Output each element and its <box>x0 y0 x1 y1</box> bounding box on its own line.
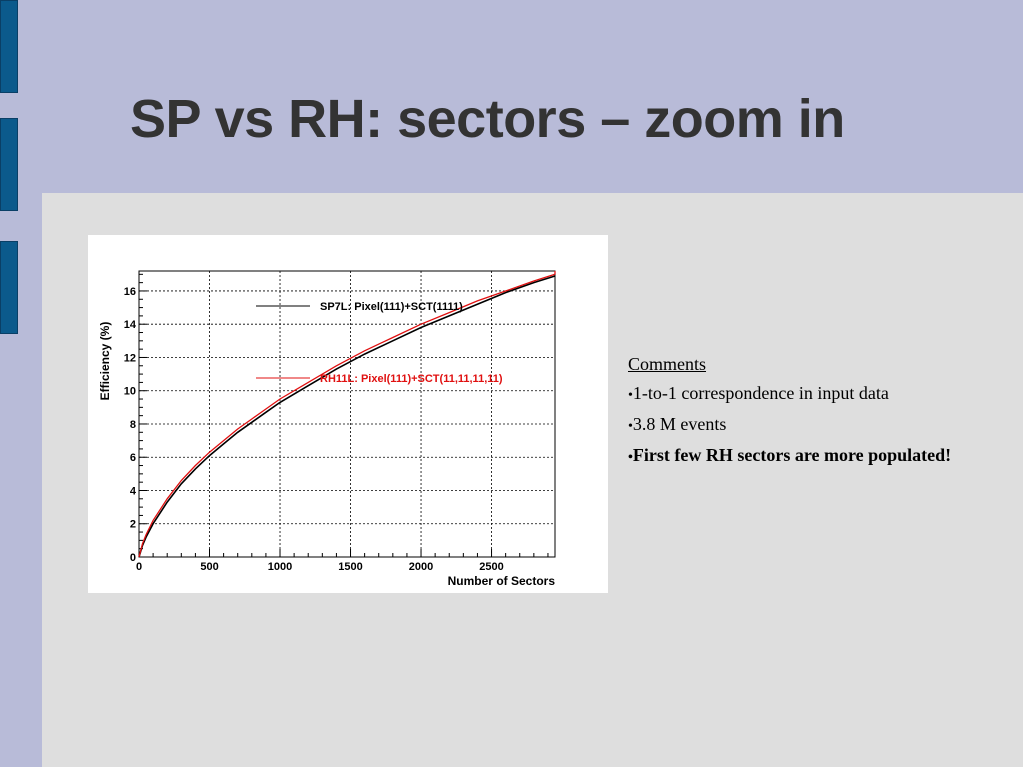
comment-item: 3.8 M events <box>628 410 968 441</box>
axis-ticks: 0 500 1000 1500 2000 2500 0 2 4 6 8 10 12 14 16 <box>124 273 549 573</box>
comment-text: 1-to-1 correspondence in input data <box>632 383 889 403</box>
x-tick-label: 2500 <box>479 561 503 573</box>
plot-frame <box>138 270 556 558</box>
y-tick-label: 14 <box>124 319 137 331</box>
x-tick-label: 0 <box>136 561 142 573</box>
y-tick-label: 2 <box>130 519 136 531</box>
comment-text: First few RH sectors are more populated! <box>632 445 952 465</box>
comments-box: Comments 1-to-1 correspondence in input … <box>628 350 968 472</box>
y-tick-label: 6 <box>130 452 136 464</box>
y-tick-label: 0 <box>130 552 136 564</box>
comment-item: First few RH sectors are more populated! <box>628 441 968 472</box>
series-line-sp <box>138 275 556 558</box>
accent-bar <box>0 241 18 334</box>
x-tick-label: 2000 <box>409 561 433 573</box>
chart: 0 500 1000 1500 2000 2500 0 2 4 6 8 10 12 14 16 SP7L: … <box>88 235 608 593</box>
x-tick-label: 1000 <box>268 561 292 573</box>
y-tick-label: 12 <box>124 352 136 364</box>
accent-bar <box>0 0 18 93</box>
chart-svg: 0 500 1000 1500 2000 2500 0 2 4 6 8 10 12 14 16 SP7L: … <box>98 270 556 588</box>
y-tick-label: 4 <box>130 485 137 497</box>
accent-bar <box>0 118 18 211</box>
comment-item: 1-to-1 correspondence in input data <box>628 379 968 410</box>
y-tick-label: 16 <box>124 286 136 298</box>
series-lines <box>138 271 556 558</box>
y-axis-label: Efficiency (%) <box>98 322 112 401</box>
x-axis-label: Number of Sectors <box>448 574 556 588</box>
legend-label-sp: SP7L: Pixel(111)+SCT(1111) <box>320 301 463 313</box>
slide-title: SP vs RH: sectors – zoom in <box>130 89 845 149</box>
legend: SP7L: Pixel(111)+SCT(1111) RH11L: Pixel(… <box>256 301 503 385</box>
x-tick-label: 500 <box>200 561 218 573</box>
y-tick-label: 10 <box>124 386 136 398</box>
y-tick-label: 8 <box>130 419 136 431</box>
series-line-rh <box>138 273 556 558</box>
comment-text: 3.8 M events <box>632 414 727 434</box>
x-tick-label: 1500 <box>338 561 362 573</box>
legend-label-rh: RH11L: Pixel(111)+SCT(11,11,11,11) <box>320 373 503 385</box>
comments-heading: Comments <box>628 354 707 374</box>
